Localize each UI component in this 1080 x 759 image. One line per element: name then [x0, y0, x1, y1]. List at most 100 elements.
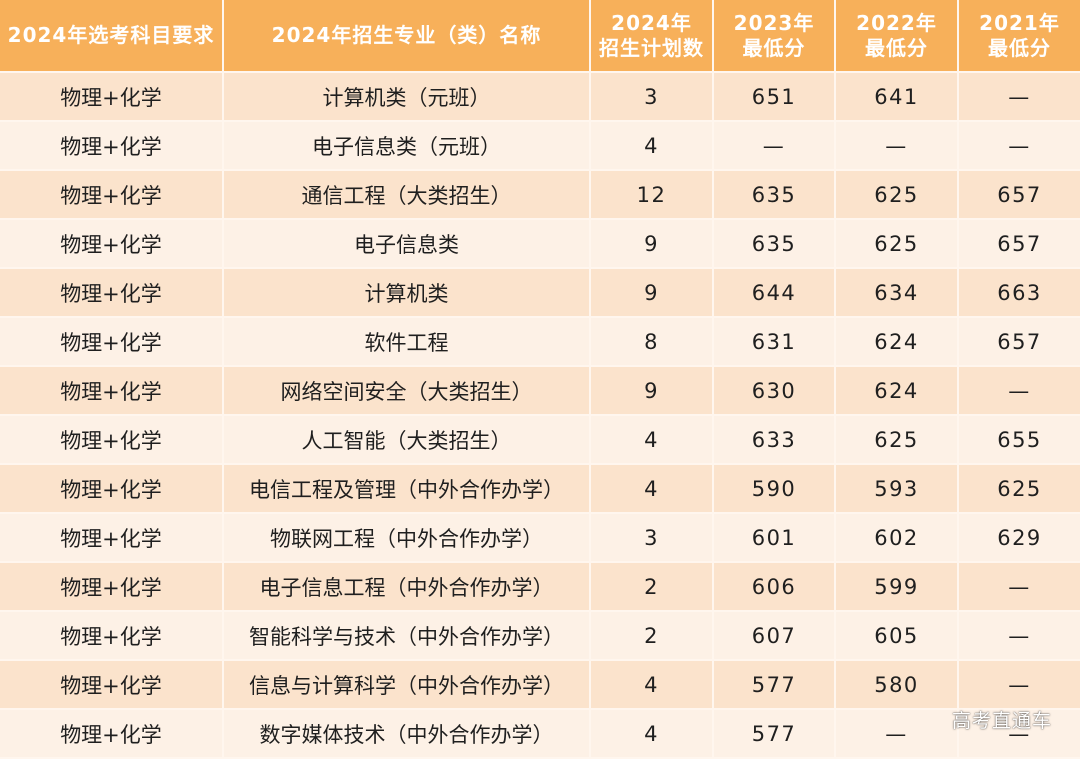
- table-row: 物理+化学 电子信息工程（中外合作办学） 2 606 599—: [0, 562, 1080, 612]
- cell-subject: 物理+化学: [0, 170, 224, 220]
- table-row: 物理+化学 电子信息类（元班） 4— — —: [0, 121, 1080, 171]
- cell-score-2023: 601: [713, 513, 836, 563]
- cell-subject: 物理+化学: [0, 709, 224, 759]
- cell-score-2023: 631: [713, 317, 836, 367]
- cell-major: 电子信息工程（中外合作办学）: [223, 562, 591, 612]
- cell-subject: 物理+化学: [0, 72, 224, 122]
- cell-score-2022: 625: [835, 219, 959, 269]
- header-subject-requirement: 2024年选考科目要求: [0, 0, 224, 73]
- header-line: 2023年: [733, 10, 815, 35]
- cell-major: 数字媒体技术（中外合作办学）: [223, 709, 591, 759]
- cell-major: 软件工程: [223, 317, 591, 367]
- cell-score-2021: 655: [958, 415, 1080, 465]
- cell-score-2022: 624: [835, 317, 959, 367]
- cell-plan-count: 9: [590, 268, 714, 318]
- cell-plan-count: 2: [590, 611, 714, 661]
- header-line: 2024年选考科目要求: [7, 23, 215, 47]
- cell-score-2021: —: [958, 709, 1080, 759]
- cell-score-2021: —: [958, 366, 1080, 416]
- cell-score-2022: 602: [835, 513, 959, 563]
- cell-plan-count: 9: [590, 366, 714, 416]
- cell-score-2021: 663: [958, 268, 1080, 318]
- cell-score-2022: 625: [835, 170, 959, 220]
- cell-subject: 物理+化学: [0, 415, 224, 465]
- header-line: 最低分: [742, 35, 806, 60]
- cell-score-2022: —: [835, 709, 959, 759]
- header-line: 2024年: [611, 10, 692, 35]
- cell-score-2021: —: [958, 660, 1080, 710]
- cell-score-2022: —: [835, 121, 959, 171]
- cell-major: 电子信息类: [223, 219, 591, 269]
- header-2023-min-score: 2023年 最低分: [713, 0, 836, 73]
- cell-subject: 物理+化学: [0, 513, 224, 563]
- cell-score-2023: 590: [713, 464, 836, 514]
- cell-subject: 物理+化学: [0, 562, 224, 612]
- header-line: 招生计划数: [599, 35, 704, 60]
- cell-subject: 物理+化学: [0, 366, 224, 416]
- cell-major: 物联网工程（中外合作办学）: [223, 513, 591, 563]
- cell-major: 通信工程（大类招生）: [223, 170, 591, 220]
- cell-score-2021: 657: [958, 317, 1080, 367]
- cell-score-2022: 625: [835, 415, 959, 465]
- cell-score-2023: 651: [713, 72, 836, 122]
- cell-plan-count: 4: [590, 464, 714, 514]
- cell-major: 智能科学与技术（中外合作办学）: [223, 611, 591, 661]
- cell-subject: 物理+化学: [0, 611, 224, 661]
- cell-major: 网络空间安全（大类招生）: [223, 366, 591, 416]
- cell-score-2021: —: [958, 72, 1080, 122]
- watermark: 高考直通车: [951, 710, 1052, 732]
- cell-score-2023: 607: [713, 611, 836, 661]
- table-row: 物理+化学 计算机类 9 644 634 663: [0, 268, 1080, 318]
- cell-score-2023: 577: [713, 660, 836, 710]
- table-row: 物理+化学 电信工程及管理（中外合作办学） 4 590 593 625: [0, 464, 1080, 514]
- cell-plan-count: 12: [590, 170, 714, 220]
- cell-score-2022: 624: [835, 366, 959, 416]
- cell-score-2023: 644: [713, 268, 836, 318]
- cell-subject: 物理+化学: [0, 464, 224, 514]
- header-line: 最低分: [988, 35, 1051, 60]
- header-major-name: 2024年招生专业（类）名称: [223, 0, 591, 73]
- cell-score-2021: 657: [958, 170, 1080, 220]
- table-row: 物理+化学 物联网工程（中外合作办学） 3 601 602 629: [0, 513, 1080, 563]
- table-row: 物理+化学 软件工程 8 631 624 657: [0, 317, 1080, 367]
- header-line: 最低分: [865, 35, 928, 60]
- cell-subject: 物理+化学: [0, 121, 224, 171]
- table-body: 物理+化学 计算机类（元班） 3 651 641— 物理+化学 电子信息类（元班） 4— — — 物…: [0, 72, 1080, 759]
- cell-score-2022: 580: [835, 660, 959, 710]
- cell-score-2023: 630: [713, 366, 836, 416]
- cell-plan-count: 2: [590, 562, 714, 612]
- cell-score-2022: 605: [835, 611, 959, 661]
- cell-plan-count: 4: [590, 709, 714, 759]
- table-row: 物理+化学 信息与计算科学（中外合作办学） 4 577 580—: [0, 660, 1080, 710]
- cell-score-2021: —: [958, 121, 1080, 171]
- cell-plan-count: 4: [590, 415, 714, 465]
- header-line: 2024年招生专业（类）名称: [271, 23, 542, 47]
- cell-score-2022: 593: [835, 464, 959, 514]
- header-plan-count: 2024年 招生计划数: [590, 0, 714, 73]
- cell-score-2022: 641: [835, 72, 959, 122]
- cell-score-2021: 629: [958, 513, 1080, 563]
- cell-plan-count: 8: [590, 317, 714, 367]
- cell-score-2023: 606: [713, 562, 836, 612]
- cell-subject: 物理+化学: [0, 268, 224, 318]
- cell-score-2023: 635: [713, 219, 836, 269]
- table-header: 2024年选考科目要求 2024年招生专业（类）名称 2024年 招生计划数 2023年…: [0, 0, 1080, 73]
- table-row: 物理+化学 电子信息类 9 635 625 657: [0, 219, 1080, 269]
- table-row: 物理+化学 人工智能（大类招生） 4 633 625 655: [0, 415, 1080, 465]
- cell-score-2021: —: [958, 562, 1080, 612]
- cell-plan-count: 4: [590, 121, 714, 171]
- table-row: 物理+化学 网络空间安全（大类招生） 9 630 624—: [0, 366, 1080, 416]
- cell-plan-count: 3: [590, 72, 714, 122]
- cell-subject: 物理+化学: [0, 219, 224, 269]
- cell-score-2023: 635: [713, 170, 836, 220]
- cell-major: 人工智能（大类招生）: [223, 415, 591, 465]
- header-2021-min-score: 2021年 最低分: [958, 0, 1080, 73]
- cell-score-2023: 633: [713, 415, 836, 465]
- cell-subject: 物理+化学: [0, 317, 224, 367]
- cell-subject: 物理+化学: [0, 660, 224, 710]
- cell-score-2021: 625: [958, 464, 1080, 514]
- table-row: 物理+化学 通信工程（大类招生） 12 635 625 657: [0, 170, 1080, 220]
- header-line: 2021年: [979, 10, 1060, 35]
